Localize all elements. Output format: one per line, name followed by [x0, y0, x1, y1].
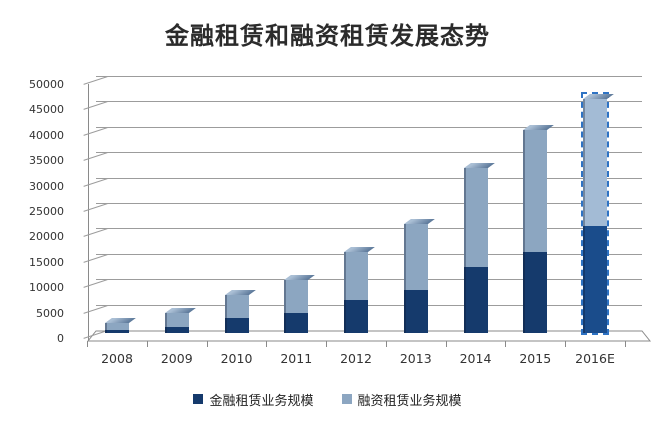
gridline [96, 76, 642, 77]
y-tick-label: 50000 [29, 78, 64, 91]
x-tick-label: 2011 [280, 351, 313, 366]
y-tick-label: 45000 [29, 103, 64, 117]
x-tick-label: 2015 [519, 351, 552, 366]
bar-segment-finance-leasing [523, 129, 548, 252]
x-tick-label: 2010 [220, 351, 253, 366]
legend-swatch-financial-leasing [193, 393, 204, 404]
legend-label: 金融租赁业务规模 [209, 394, 314, 409]
bar-2010 [224, 289, 256, 333]
bar-segment-financial-leasing [403, 289, 428, 333]
bar-2015 [523, 124, 555, 333]
bar-segment-financial-leasing [224, 317, 249, 333]
gridline [96, 152, 642, 154]
gridline [96, 279, 642, 281]
bar-segment-finance-leasing [344, 251, 368, 300]
x-axis-tick [565, 341, 566, 347]
bar-2013 [403, 218, 435, 333]
x-tick-label: 2016E [575, 351, 615, 366]
bar-segment-financial-leasing [523, 251, 548, 333]
bar-2008 [105, 317, 136, 333]
legend-item-finance-leasing: 融资租赁业务规模 [341, 390, 462, 409]
x-axis-tick [326, 341, 327, 347]
legend-swatch-finance-leasing [341, 393, 352, 404]
x-tick-label: 2014 [459, 351, 492, 366]
bar-2009 [164, 307, 196, 333]
y-tick-label: 5000 [36, 306, 64, 320]
x-axis-tick [206, 341, 208, 347]
legend-label: 融资租赁业务规模 [357, 394, 462, 409]
x-axis-tick [146, 341, 148, 347]
gridline [96, 126, 642, 128]
y-tick-label: 10000 [29, 281, 64, 295]
bar-segment-financial-leasing [463, 266, 488, 333]
plot-wall [83, 76, 642, 339]
x-tick-label: 2009 [160, 351, 193, 366]
bar-2011 [284, 274, 316, 333]
gridline [96, 228, 642, 230]
gridline [96, 101, 642, 103]
bar-segment-finance-leasing [284, 279, 309, 313]
bar-segment-finance-leasing [105, 322, 129, 331]
y-tick-label: 15000 [29, 255, 64, 269]
bar-segment-financial-leasing [284, 312, 309, 333]
y-tick-label: 0 [57, 332, 64, 345]
bar-segment-finance-leasing [164, 312, 189, 327]
bar-segment-finance-leasing [224, 294, 249, 318]
bar-segment-financial-leasing [164, 326, 189, 333]
gridline [96, 177, 642, 179]
x-axis-tick [445, 341, 447, 347]
y-tick-label: 30000 [29, 179, 64, 193]
bar-segment-finance-leasing [403, 223, 428, 290]
y-tick-label: 40000 [29, 128, 64, 142]
bar-2016E [581, 92, 614, 335]
gridline [96, 203, 642, 204]
gridline-3d-connector [83, 76, 108, 85]
chart-title: 金融租赁和融资租赁发展态势 [165, 22, 490, 50]
y-tick-label: 25000 [29, 205, 64, 218]
y-tick-label: 20000 [29, 230, 64, 244]
x-tick-label: 2013 [399, 351, 432, 366]
bar-segment-finance-leasing [583, 99, 607, 227]
x-axis-tick [505, 341, 507, 347]
x-tick-label: 2008 [101, 351, 133, 366]
x-tick-label: 2012 [340, 351, 372, 366]
x-axis-tick [385, 341, 387, 347]
gridline [96, 253, 642, 255]
legend-item-financial-leasing: 金融租赁业务规模 [193, 390, 314, 409]
y-axis-line [88, 84, 89, 341]
x-axis-tick [624, 341, 626, 347]
y-tick-label: 35000 [29, 154, 64, 168]
chart-legend: 金融租赁业务规模 融资租赁业务规模 [0, 390, 655, 409]
x-axis-tick [266, 341, 268, 347]
bar-2012 [344, 246, 375, 333]
bar-segment-financial-leasing [105, 330, 129, 333]
bar-2014 [463, 162, 495, 333]
x-axis-tick [87, 341, 88, 347]
bar-segment-financial-leasing [344, 299, 368, 333]
bar-segment-finance-leasing [463, 167, 488, 267]
bar-segment-financial-leasing [583, 226, 607, 333]
gridline [96, 304, 642, 306]
